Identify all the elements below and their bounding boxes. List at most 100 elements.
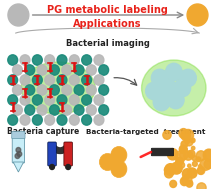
Circle shape [160, 79, 177, 97]
Circle shape [99, 105, 109, 115]
Ellipse shape [21, 62, 95, 114]
Circle shape [184, 151, 193, 160]
Circle shape [179, 145, 187, 153]
Circle shape [32, 75, 42, 85]
Circle shape [200, 158, 211, 170]
Text: Bacteria-targeted  treatment: Bacteria-targeted treatment [86, 129, 205, 135]
Circle shape [180, 150, 188, 159]
Circle shape [145, 82, 163, 100]
Circle shape [188, 164, 191, 167]
Circle shape [196, 157, 201, 162]
Circle shape [57, 55, 67, 65]
Circle shape [20, 75, 30, 85]
Circle shape [197, 168, 204, 174]
Circle shape [20, 95, 30, 105]
Circle shape [25, 65, 35, 75]
Circle shape [151, 69, 168, 87]
Circle shape [86, 105, 96, 115]
Circle shape [174, 79, 191, 97]
Circle shape [198, 165, 201, 168]
Circle shape [204, 150, 214, 160]
Circle shape [37, 105, 47, 115]
Circle shape [82, 95, 92, 105]
Circle shape [187, 168, 197, 178]
Circle shape [45, 55, 55, 65]
FancyBboxPatch shape [64, 142, 72, 166]
Circle shape [171, 162, 182, 174]
Circle shape [32, 55, 42, 65]
Circle shape [69, 115, 79, 125]
Circle shape [57, 115, 67, 125]
Circle shape [192, 156, 197, 160]
Circle shape [57, 95, 67, 105]
Circle shape [204, 160, 213, 169]
Circle shape [176, 159, 181, 165]
Circle shape [181, 130, 191, 140]
Text: Applications: Applications [73, 19, 142, 29]
Circle shape [66, 164, 71, 170]
Circle shape [165, 164, 176, 175]
Circle shape [181, 141, 188, 148]
Circle shape [82, 115, 92, 125]
Circle shape [62, 85, 72, 95]
Circle shape [183, 129, 194, 141]
Circle shape [99, 85, 109, 95]
Circle shape [13, 65, 22, 75]
Circle shape [188, 150, 195, 158]
Circle shape [74, 85, 84, 95]
Circle shape [20, 115, 30, 125]
Circle shape [8, 4, 29, 26]
Circle shape [191, 146, 195, 150]
Circle shape [8, 75, 18, 85]
Circle shape [8, 115, 18, 125]
Circle shape [69, 55, 79, 65]
Circle shape [15, 153, 20, 159]
Circle shape [82, 75, 92, 85]
Circle shape [82, 55, 92, 65]
Circle shape [153, 93, 170, 111]
Circle shape [179, 162, 185, 168]
Circle shape [17, 152, 22, 156]
Circle shape [177, 167, 182, 172]
Circle shape [186, 180, 193, 187]
FancyBboxPatch shape [151, 148, 174, 156]
Circle shape [176, 157, 183, 165]
Circle shape [163, 131, 171, 139]
Circle shape [74, 65, 84, 75]
Circle shape [8, 55, 18, 65]
Circle shape [49, 105, 59, 115]
Circle shape [37, 65, 47, 75]
Circle shape [86, 85, 96, 95]
Circle shape [111, 146, 127, 163]
Ellipse shape [142, 60, 206, 116]
Circle shape [164, 167, 171, 174]
Circle shape [45, 95, 55, 105]
Circle shape [187, 4, 208, 26]
Circle shape [197, 183, 206, 189]
Circle shape [167, 91, 184, 109]
Circle shape [167, 149, 178, 160]
Circle shape [94, 115, 104, 125]
Circle shape [99, 65, 109, 75]
Circle shape [62, 65, 72, 75]
Circle shape [32, 95, 42, 105]
Circle shape [184, 137, 191, 143]
Circle shape [94, 75, 104, 85]
Circle shape [86, 65, 96, 75]
Circle shape [57, 75, 67, 85]
Circle shape [32, 115, 42, 125]
Text: Bacterial imaging: Bacterial imaging [66, 40, 150, 49]
Circle shape [181, 146, 186, 152]
Circle shape [69, 75, 79, 85]
Circle shape [37, 85, 47, 95]
Circle shape [203, 149, 214, 161]
Circle shape [45, 115, 55, 125]
Circle shape [179, 129, 188, 138]
Circle shape [25, 85, 35, 95]
Text: Bacteria capture: Bacteria capture [7, 128, 79, 136]
Circle shape [182, 175, 192, 185]
FancyBboxPatch shape [12, 132, 25, 139]
Circle shape [13, 105, 22, 115]
Circle shape [165, 63, 182, 81]
FancyBboxPatch shape [12, 136, 25, 163]
